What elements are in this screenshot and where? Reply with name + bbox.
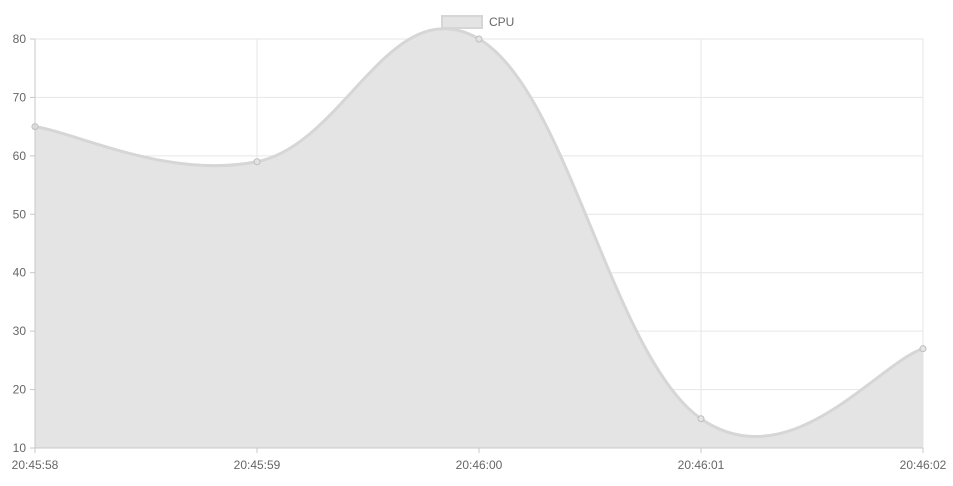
axes: 10 20 30 40 50 60 70 80 20:45:58 20:45:59 20:46:00… (12, 32, 947, 472)
y-tick-label: 50 (13, 207, 27, 221)
y-tick-label: 40 (13, 266, 27, 280)
y-tick-label: 80 (13, 32, 27, 46)
legend[interactable]: CPU (441, 15, 514, 29)
y-tick-label: 10 (13, 441, 27, 455)
x-tick-label: 20:46:01 (678, 458, 725, 472)
cpu-data-point[interactable] (919, 345, 927, 353)
cpu-data-point[interactable] (253, 158, 261, 166)
cpu-area-fill (35, 28, 923, 449)
x-tick-label: 20:46:02 (900, 458, 947, 472)
cpu-data-point[interactable] (475, 35, 483, 43)
series-area (34, 27, 924, 449)
legend-swatch (441, 15, 483, 29)
cpu-data-point[interactable] (697, 415, 705, 423)
x-tick-label: 20:45:58 (12, 458, 59, 472)
y-tick-label: 60 (13, 149, 27, 163)
cpu-series-line (34, 27, 924, 439)
x-tick-label: 20:45:59 (234, 458, 281, 472)
legend-label: CPU (489, 15, 514, 29)
y-tick-label: 20 (13, 383, 27, 397)
x-tick-label: 20:46:00 (456, 458, 503, 472)
y-tick-label: 70 (13, 90, 27, 104)
y-tick-label: 30 (13, 324, 27, 338)
series-points (31, 35, 927, 423)
